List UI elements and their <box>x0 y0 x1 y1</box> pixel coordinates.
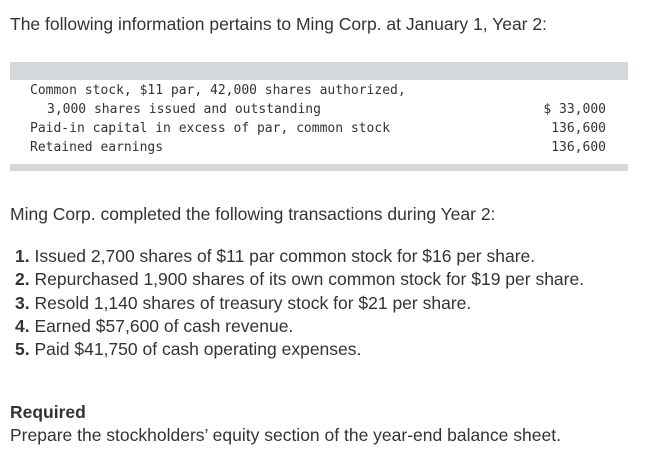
table-row-value: 136,600 <box>551 121 606 136</box>
list-item: 3. Resold 1,140 shares of treasury stock… <box>15 292 584 315</box>
intro-text: The following information pertains to Mi… <box>10 14 547 34</box>
item-text: Earned $57,600 of cash revenue. <box>34 315 294 336</box>
item-number: 4. <box>15 315 30 336</box>
item-text: Paid $41,750 of cash operating expenses. <box>34 339 362 360</box>
table-row-value: 136,600 <box>551 140 606 155</box>
list-item: 4. Earned $57,600 of cash revenue. <box>15 315 584 338</box>
item-text: Resold 1,140 shares of treasury stock fo… <box>34 292 472 313</box>
list-item: 1. Issued 2,700 shares of $11 par common… <box>15 245 584 268</box>
table-top-bar <box>10 62 628 80</box>
account-balances-table: Common stock, $11 par, 42,000 shares aut… <box>10 62 628 172</box>
item-number: 1. <box>15 246 30 266</box>
item-text: Repurchased 1,900 shares of its own comm… <box>34 269 585 290</box>
item-number: 2. <box>15 269 30 290</box>
transactions-list: 1. Issued 2,700 shares of $11 par common… <box>15 245 584 361</box>
required-heading: Required <box>10 402 86 422</box>
item-text: Issued 2,700 shares of $11 par common st… <box>34 246 536 266</box>
table-row-value: $ 33,000 <box>543 102 606 117</box>
table-row-label: Paid-in capital in excess of par, common… <box>30 121 391 136</box>
transactions-intro: Ming Corp. completed the following trans… <box>10 204 496 224</box>
required-text: Prepare the stockholders’ equity section… <box>10 425 561 445</box>
list-item: 5. Paid $41,750 of cash operating expens… <box>15 338 584 361</box>
list-item: 2. Repurchased 1,900 shares of its own c… <box>15 268 584 291</box>
table-row-label: 3,000 shares issued and outstanding <box>47 102 321 117</box>
item-number: 5. <box>15 339 30 360</box>
table-bottom-bar <box>10 164 628 171</box>
table-row-label: Retained earnings <box>30 140 164 155</box>
table-row-label: Common stock, $11 par, 42,000 shares aut… <box>30 83 406 98</box>
item-number: 3. <box>15 292 30 313</box>
